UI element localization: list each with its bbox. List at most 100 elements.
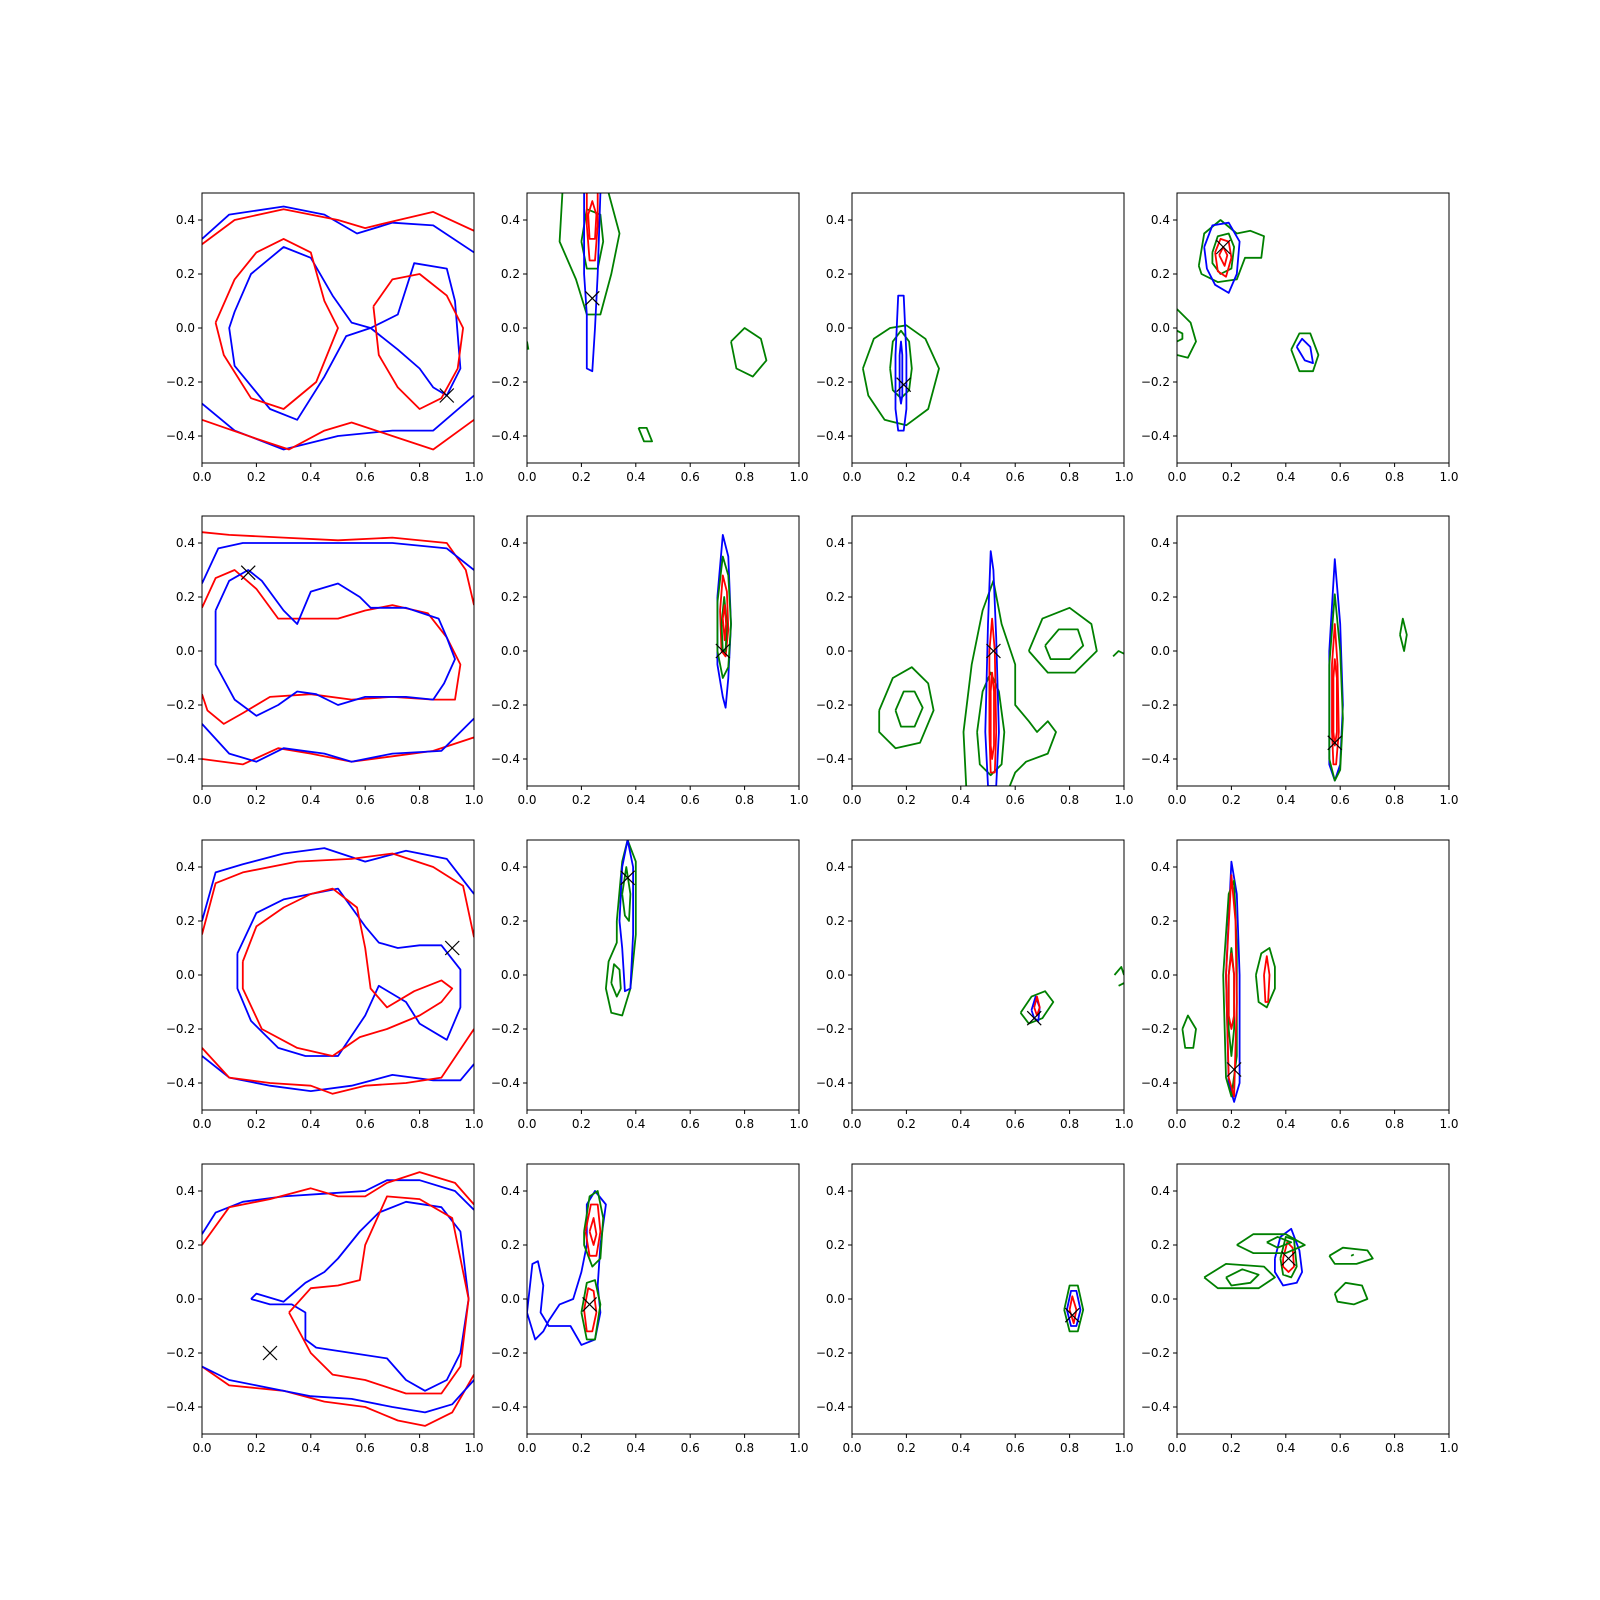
- y-tick-label: 0.4: [176, 536, 195, 550]
- x-marker: [620, 870, 636, 886]
- y-tick-label: −0.2: [816, 1022, 845, 1036]
- x-tick-label: 1.0: [789, 793, 808, 807]
- contour-group: [1063, 1284, 1085, 1333]
- contour-line-green: [862, 324, 940, 427]
- x-tick-label: 0.6: [1331, 793, 1350, 807]
- y-tick-label: 0.0: [501, 968, 520, 982]
- x-tick-label: 1.0: [464, 1441, 483, 1455]
- x-tick-label: 0.8: [1385, 1117, 1404, 1131]
- contour-group: [527, 1190, 607, 1346]
- contour-line-red: [202, 1365, 474, 1427]
- x-tick-label: 0.6: [356, 793, 375, 807]
- contour-line-green: [1063, 1284, 1085, 1333]
- subplot-r1-c3: 0.0 0.2 0.4 0.6 0.8 1.0 −0.4 −0.2 0.0 0.2 0.4: [816, 192, 1134, 484]
- y-tick-label: 0.0: [1151, 968, 1170, 982]
- x-tick-label: 0.2: [1222, 1117, 1241, 1131]
- y-tick-label: −0.4: [491, 752, 520, 766]
- contour-line-green: [583, 1190, 605, 1268]
- x-tick-label: 0.6: [1331, 470, 1350, 484]
- contour-line-blue: [984, 550, 1000, 786]
- y-tick-label: 0.2: [1151, 914, 1170, 928]
- x-marker-stroke: [582, 1296, 597, 1312]
- y-tick-label: 0.2: [826, 267, 845, 281]
- x-tick-label: 0.4: [1276, 793, 1295, 807]
- x-tick-label: 0.2: [247, 470, 266, 484]
- y-tick-label: −0.2: [166, 698, 195, 712]
- x-tick-label: 1.0: [1439, 1441, 1458, 1455]
- y-tick-label: 0.4: [1151, 1184, 1170, 1198]
- y-tick-label: 0.4: [1151, 213, 1170, 227]
- x-marker-stroke: [1327, 735, 1343, 751]
- y-tick-label: −0.2: [1141, 375, 1170, 389]
- x-tick-label: 0.2: [1222, 793, 1241, 807]
- y-tick-label: 0.2: [501, 267, 520, 281]
- contour-line-green: [1290, 332, 1320, 373]
- x-tick-label: 0.0: [192, 1441, 211, 1455]
- x-tick-label: 0.6: [1006, 1117, 1025, 1131]
- x-tick-label: 0.4: [951, 470, 970, 484]
- contour-line-green: [1266, 1236, 1293, 1249]
- contour-line-green: [1328, 1246, 1374, 1265]
- contour-group: [1328, 558, 1408, 782]
- y-tick-label: 0.2: [501, 914, 520, 928]
- contour-group: [202, 531, 474, 766]
- x-marker-stroke: [1281, 1251, 1296, 1266]
- x-marker: [1026, 1010, 1042, 1026]
- x-marker: [584, 290, 600, 306]
- y-tick-label: −0.4: [816, 1400, 845, 1414]
- contour-line-green: [1255, 947, 1276, 1009]
- y-tick-label: 0.0: [501, 321, 520, 335]
- y-tick-label: 0.2: [501, 1238, 520, 1252]
- y-tick-label: −0.2: [491, 375, 520, 389]
- y-tick-label: 0.0: [501, 1292, 520, 1306]
- contour-group: [202, 847, 474, 1095]
- contour-line-red: [202, 418, 474, 451]
- x-tick-label: 0.6: [681, 1441, 700, 1455]
- contour-line-blue: [202, 1365, 474, 1414]
- contour-line-green: [730, 327, 768, 378]
- x-tick-label: 0.6: [356, 1117, 375, 1131]
- x-tick-label: 1.0: [1439, 470, 1458, 484]
- y-tick-label: 0.2: [176, 590, 195, 604]
- x-tick-label: 0.2: [572, 793, 591, 807]
- x-tick-label: 0.2: [1222, 470, 1241, 484]
- x-tick-label: 0.4: [951, 1441, 970, 1455]
- y-tick-label: 0.2: [1151, 590, 1170, 604]
- contour-line-red: [988, 617, 998, 774]
- x-marker-stroke: [986, 643, 1001, 659]
- x-tick-label: 0.0: [1167, 793, 1186, 807]
- contour-line-blue: [527, 1190, 607, 1346]
- x-tick-label: 0.0: [517, 470, 536, 484]
- y-tick-label: 0.0: [826, 321, 845, 335]
- y-tick-label: −0.4: [166, 1400, 195, 1414]
- x-tick-label: 0.0: [192, 793, 211, 807]
- contour-line-red: [1331, 623, 1340, 766]
- x-tick-label: 0.6: [356, 470, 375, 484]
- contour-line-blue: [898, 340, 904, 405]
- x-marker: [444, 940, 460, 956]
- y-tick-label: 0.4: [1151, 536, 1170, 550]
- x-marker: [986, 643, 1001, 659]
- y-tick-label: −0.4: [491, 1400, 520, 1414]
- contour-line-green: [1236, 1233, 1306, 1254]
- y-tick-label: −0.4: [166, 752, 195, 766]
- contour-line-blue: [202, 205, 474, 254]
- x-tick-label: 0.2: [897, 1117, 916, 1131]
- contour-group: [527, 193, 768, 443]
- y-tick-label: −0.2: [816, 1346, 845, 1360]
- x-tick-label: 0.2: [897, 793, 916, 807]
- subplot-r4-c3: 0.0 0.2 0.4 0.6 0.8 1.0 −0.4 −0.2 0.0 0.2 0.4: [816, 1163, 1134, 1455]
- x-tick-label: 0.0: [192, 1117, 211, 1131]
- x-tick-label: 0.8: [410, 470, 429, 484]
- contour-line-red: [1332, 658, 1338, 747]
- contour-line-red: [585, 193, 599, 262]
- x-tick-label: 0.8: [1060, 793, 1079, 807]
- contour-line-red: [1214, 238, 1233, 278]
- x-marker-stroke: [444, 940, 460, 956]
- contour-line-red: [202, 852, 474, 938]
- contour-line-green: [1113, 966, 1124, 976]
- y-tick-label: 0.0: [826, 968, 845, 982]
- subplot-r3-c1: 0.0 0.2 0.4 0.6 0.8 1.0 −0.4 −0.2 0.0 0.2 0.4: [166, 839, 484, 1131]
